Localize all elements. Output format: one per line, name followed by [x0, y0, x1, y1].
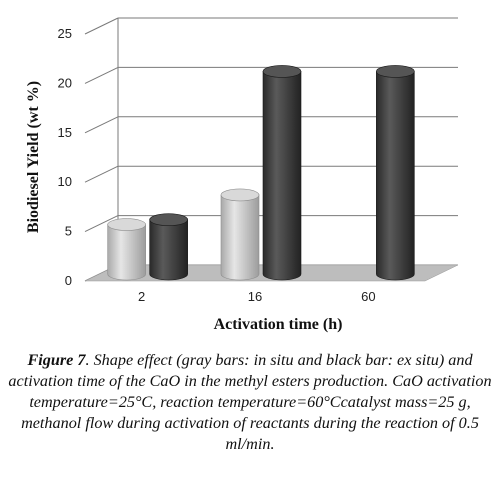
- gridline-depth: [84, 116, 119, 134]
- y-tick-label: 10: [58, 174, 72, 189]
- y-tick-label: 15: [58, 125, 72, 140]
- x-tick-label: 16: [248, 289, 262, 304]
- x-axis-ticks: 2 16 60: [138, 289, 376, 304]
- y-axis-title: Biodiesel Yield (wt %): [25, 81, 42, 233]
- x-tick-label: 2: [138, 289, 145, 304]
- gridline-depth: [84, 215, 119, 233]
- bar: [376, 65, 415, 281]
- figure-label: Figure 7: [27, 351, 86, 369]
- bars: [107, 65, 415, 281]
- y-tick-label: 20: [58, 75, 72, 90]
- y-axis-ticks: 0 5 10 15 20 25: [58, 26, 72, 288]
- caption-text: . Shape effect (gray bars: in situ and b…: [8, 351, 492, 453]
- bar: [149, 213, 188, 281]
- x-axis-title: Activation time (h): [214, 316, 343, 333]
- bar: [220, 188, 260, 281]
- bar: [107, 218, 146, 281]
- chart: 0 5 10 15 20 25 2 16 60 Activation time (h) Bio…: [25, 17, 459, 333]
- y-tick-label: 5: [65, 224, 72, 239]
- gridline-depth: [84, 17, 119, 35]
- y-tick-label: 25: [58, 26, 72, 41]
- gridline-depth: [84, 66, 119, 84]
- gridline-depth: [84, 165, 119, 183]
- bar: [262, 65, 302, 281]
- figure-caption: Figure 7. Shape effect (gray bars: in si…: [4, 350, 496, 455]
- x-tick-label: 60: [361, 289, 375, 304]
- y-tick-label: 0: [65, 273, 72, 288]
